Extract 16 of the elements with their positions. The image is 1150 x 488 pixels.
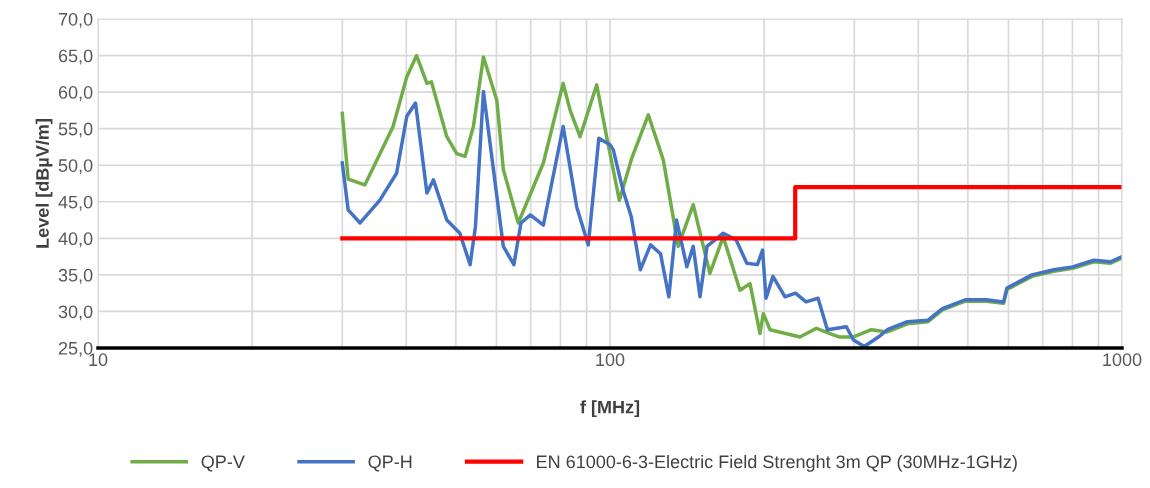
legend-label: QP-H	[368, 455, 412, 472]
y-tick-label: 50,0	[58, 159, 93, 175]
y-tick-label: 35,0	[58, 268, 93, 284]
y-tick-label: 45,0	[58, 195, 93, 211]
y-tick-label: 65,0	[58, 49, 93, 65]
y-axis-title: Level [dBµV/m]	[35, 119, 53, 248]
y-tick-label: 30,0	[58, 305, 93, 321]
x-axis-title: f [MHz]	[580, 400, 640, 418]
x-tick-label: 100	[596, 353, 625, 367]
y-tick-label: 55,0	[58, 122, 93, 138]
y-tick-label: 60,0	[58, 86, 93, 101]
x-tick-label: 1000	[1103, 353, 1142, 367]
legend-label: QP-V	[201, 455, 245, 472]
legend-label: EN 61000-6-3-Electric Field Strenght 3m QP (30MHz-1GHz)	[537, 454, 1017, 472]
y-tick-label: 70,0	[58, 12, 93, 28]
y-tick-label: 40,0	[58, 232, 93, 248]
